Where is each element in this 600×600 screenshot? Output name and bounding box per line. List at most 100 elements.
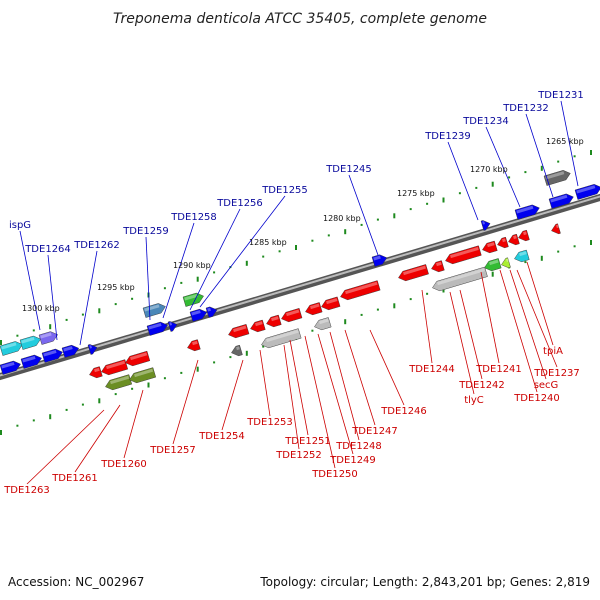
gene-arrow[interactable] <box>205 305 218 318</box>
gene-arrow[interactable] <box>339 280 381 302</box>
gene-feature[interactable] <box>280 308 303 323</box>
gene-arrow[interactable] <box>186 339 201 353</box>
gene-arrow[interactable] <box>548 192 575 209</box>
gene-arrow[interactable] <box>483 258 502 272</box>
gene-arrow[interactable] <box>38 330 59 345</box>
gene-arrow[interactable] <box>167 320 179 332</box>
gene-arrow[interactable] <box>480 219 492 231</box>
gene-feature[interactable] <box>87 343 99 355</box>
gene-feature[interactable] <box>124 350 151 367</box>
gene-feature[interactable] <box>182 291 205 307</box>
gene-feature[interactable] <box>186 339 201 353</box>
reverse-gene-label[interactable]: TDE1249 <box>329 455 376 466</box>
gene-arrow[interactable] <box>104 374 133 392</box>
gene-arrow[interactable] <box>128 367 157 385</box>
gene-arrow[interactable] <box>61 343 80 358</box>
gene-arrow[interactable] <box>260 328 302 350</box>
gene-arrow[interactable] <box>146 320 169 336</box>
gene-feature[interactable] <box>38 330 59 345</box>
forward-gene-label[interactable]: TDE1258 <box>170 212 217 223</box>
reverse-gene-label[interactable]: tpiA <box>543 346 563 357</box>
gene-feature[interactable] <box>142 302 167 318</box>
reverse-gene-label[interactable]: TDE1240 <box>513 393 560 404</box>
gene-feature[interactable] <box>230 344 243 357</box>
gene-arrow[interactable] <box>142 302 167 318</box>
gene-feature[interactable] <box>397 264 429 282</box>
gene-feature[interactable] <box>189 307 208 322</box>
gene-arrow[interactable] <box>496 236 509 249</box>
forward-gene-label[interactable]: ispG <box>9 220 31 231</box>
gene-arrow[interactable] <box>124 350 151 367</box>
gene-feature[interactable] <box>543 169 572 186</box>
gene-feature[interactable] <box>104 374 133 392</box>
gene-arrow[interactable] <box>19 334 42 350</box>
forward-gene-label[interactable]: TDE1245 <box>325 164 372 175</box>
reverse-gene-label[interactable]: TDE1260 <box>100 459 147 470</box>
gene-arrow[interactable] <box>41 347 64 363</box>
gene-arrow[interactable] <box>189 307 208 322</box>
gene-arrow[interactable] <box>430 260 445 274</box>
gene-arrow[interactable] <box>87 343 99 355</box>
gene-arrow[interactable] <box>444 245 482 266</box>
forward-gene-label[interactable]: TDE1259 <box>122 226 169 237</box>
gene-arrow[interactable] <box>500 257 511 270</box>
gene-feature[interactable] <box>128 367 157 385</box>
reverse-gene-label[interactable]: TDE1242 <box>458 380 505 391</box>
reverse-gene-label[interactable]: TDE1253 <box>246 417 293 428</box>
gene-feature[interactable] <box>249 319 266 334</box>
gene-feature[interactable] <box>313 317 332 331</box>
gene-feature[interactable] <box>507 233 520 246</box>
gene-feature[interactable] <box>548 192 575 209</box>
gene-arrow[interactable] <box>313 317 332 331</box>
gene-feature[interactable] <box>483 258 502 272</box>
gene-arrow[interactable] <box>304 302 323 316</box>
gene-arrow[interactable] <box>227 324 250 339</box>
gene-arrow[interactable] <box>513 249 530 264</box>
forward-gene-label[interactable]: TDE1239 <box>424 131 471 142</box>
gene-feature[interactable] <box>304 302 323 316</box>
gene-feature[interactable] <box>430 260 445 274</box>
gene-feature[interactable] <box>205 305 218 318</box>
reverse-gene-label[interactable]: TDE1248 <box>335 441 382 452</box>
forward-gene-label[interactable]: TDE1262 <box>73 240 120 251</box>
gene-feature[interactable] <box>481 240 498 255</box>
gene-feature[interactable] <box>41 347 64 363</box>
gene-feature[interactable] <box>500 257 511 270</box>
gene-feature[interactable] <box>20 353 43 369</box>
reverse-gene-label[interactable]: TDE1237 <box>533 368 580 379</box>
gene-feature[interactable] <box>0 359 22 375</box>
gene-arrow[interactable] <box>481 240 498 255</box>
gene-feature[interactable] <box>480 219 492 231</box>
forward-gene-label[interactable]: TDE1232 <box>502 103 549 114</box>
gene-feature[interactable] <box>167 320 179 332</box>
reverse-gene-label[interactable]: TDE1263 <box>3 485 50 496</box>
gene-arrow[interactable] <box>543 169 572 186</box>
gene-arrow[interactable] <box>88 366 103 380</box>
reverse-gene-label[interactable]: secG <box>534 380 559 391</box>
gene-arrow[interactable] <box>230 344 243 357</box>
reverse-gene-label[interactable]: TDE1247 <box>351 426 398 437</box>
gene-arrow[interactable] <box>280 308 303 323</box>
gene-arrow[interactable] <box>514 203 541 220</box>
forward-gene-label[interactable]: TDE1234 <box>462 116 509 127</box>
reverse-gene-label[interactable]: tlyC <box>464 395 484 406</box>
gene-feature[interactable] <box>514 203 541 220</box>
gene-arrow[interactable] <box>20 353 43 369</box>
reverse-gene-label[interactable]: TDE1254 <box>198 431 245 442</box>
gene-feature[interactable] <box>260 328 302 350</box>
gene-feature[interactable] <box>146 320 169 336</box>
gene-feature[interactable] <box>444 245 482 266</box>
gene-arrow[interactable] <box>249 319 266 334</box>
reverse-gene-label[interactable]: TDE1251 <box>284 436 331 447</box>
gene-arrow[interactable] <box>371 253 388 267</box>
gene-arrow[interactable] <box>574 183 600 200</box>
gene-feature[interactable] <box>88 366 103 380</box>
gene-feature[interactable] <box>431 266 488 293</box>
gene-feature[interactable] <box>61 343 80 358</box>
reverse-gene-label[interactable]: TDE1241 <box>475 364 522 375</box>
reverse-gene-label[interactable]: TDE1257 <box>149 445 196 456</box>
forward-gene-label[interactable]: TDE1255 <box>261 185 308 196</box>
gene-feature[interactable] <box>517 229 530 242</box>
gene-feature[interactable] <box>100 359 129 377</box>
forward-gene-label[interactable]: TDE1256 <box>216 198 263 209</box>
